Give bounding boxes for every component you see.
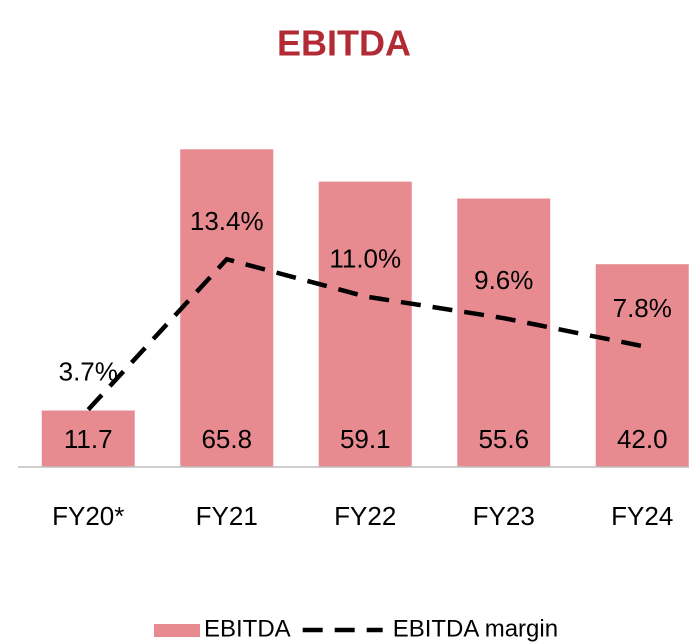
line-value-label: 3.7% — [59, 357, 118, 387]
bar — [41, 410, 135, 467]
bar-value-label: 55.6 — [478, 424, 529, 454]
bar-value-label: 65.8 — [201, 424, 252, 454]
line — [86, 256, 643, 412]
bar-value-label: 11.7 — [64, 424, 113, 454]
bar — [318, 181, 412, 468]
bar-value-label: 59.1 — [340, 424, 391, 454]
legend-label: EBITDA — [204, 615, 291, 642]
line-value-label: 11.0% — [329, 243, 401, 273]
bar — [595, 264, 689, 467]
x-tick-label: FY22 — [334, 501, 396, 531]
bar — [457, 198, 551, 467]
line-value-label: 13.4% — [190, 206, 264, 236]
chart-title: EBITDA — [277, 23, 411, 64]
line-value-label: 9.6% — [474, 265, 533, 295]
bar — [180, 149, 274, 467]
line-value-label: 7.8% — [613, 293, 672, 323]
legend-swatch — [154, 624, 200, 637]
x-tick-label: FY21 — [196, 501, 258, 531]
legend-label: EBITDA margin — [393, 615, 558, 642]
x-tick-label: FY20* — [52, 501, 124, 531]
x-tick-label: FY24 — [611, 501, 673, 531]
x-tick-label: FY23 — [473, 501, 535, 531]
bar-value-label: 42.0 — [617, 424, 668, 454]
